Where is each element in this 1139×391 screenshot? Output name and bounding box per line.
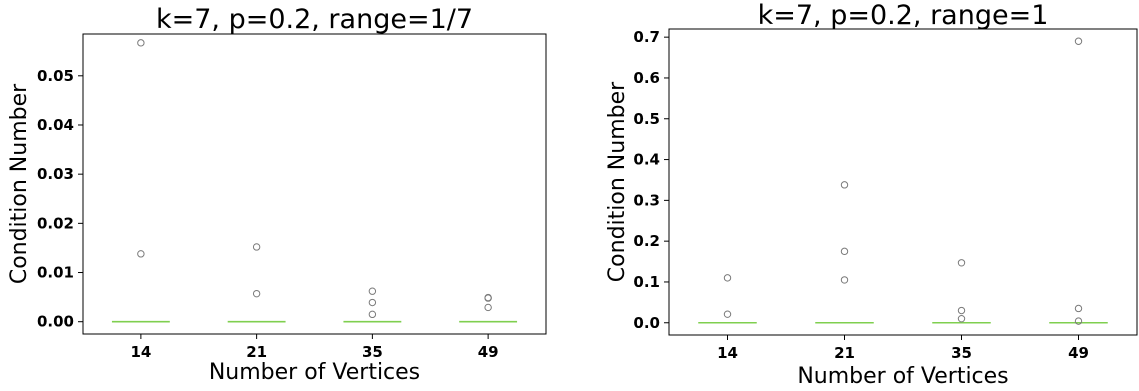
- chart-0-xlabel: Number of Vertices: [209, 360, 420, 385]
- chart-1-ytick-label: 0.6: [633, 69, 660, 87]
- chart-0-outlier-point: [484, 294, 492, 302]
- chart-1-xlabel: Number of Vertices: [797, 364, 1008, 389]
- chart-0-plot-frame: [82, 33, 547, 335]
- chart-1-outlier-point: [840, 276, 849, 284]
- chart-0-outlier-point: [368, 298, 377, 307]
- chart-1-outlier-point: [840, 247, 849, 256]
- chart-0-xtick-label: 49: [478, 343, 499, 361]
- chart-1-outlier-point: [957, 314, 966, 323]
- chart-0-outlier-point: [252, 289, 261, 298]
- chart-0-ytick-label: 0.02: [37, 214, 74, 232]
- chart-1-ytick-label: 0.7: [633, 28, 660, 46]
- chart-0-outlier-point: [368, 287, 377, 295]
- chart-1-xtick-label: 49: [1068, 344, 1089, 362]
- chart-range-1-7: k=7, p=0.2, range=1/7 0.00 0.01 0.02 0.03 0.0…: [7, 4, 547, 385]
- chart-1-outlier-point: [723, 274, 732, 282]
- chart-1-ytick-label: 0.1: [633, 273, 660, 291]
- chart-0-ylabel: Condition Number: [7, 83, 32, 284]
- chart-0-outlier-point: [368, 310, 377, 319]
- chart-1-ytick-label: 0.5: [633, 110, 660, 128]
- chart-0-title: k=7, p=0.2, range=1/7: [156, 4, 473, 35]
- chart-0-ytick-label: 0.03: [37, 165, 74, 183]
- chart-1-outlier-point: [840, 181, 849, 189]
- chart-1-ytick-label: 0.0: [633, 314, 660, 332]
- chart-0-outlier-point: [252, 243, 261, 251]
- chart-0-ytick-label: 0.00: [37, 313, 74, 331]
- chart-0-xtick-label: 35: [362, 343, 383, 361]
- chart-1-ytick-label: 0.2: [633, 232, 660, 250]
- chart-0-outlier-point: [137, 250, 145, 258]
- chart-range-1: k=7, p=0.2, range=1 0.0 0.1 0.2 0.3 0.4 0.5 0.6…: [605, 0, 1138, 389]
- chart-1-ytick-label: 0.3: [633, 191, 660, 209]
- chart-1-xtick-label: 14: [717, 344, 738, 362]
- chart-0-ytick-label: 0.04: [37, 116, 74, 134]
- chart-1-outlier-point: [723, 310, 732, 318]
- chart-1-xtick-label: 21: [834, 344, 855, 362]
- chart-1-outlier-point: [1074, 317, 1083, 325]
- chart-0-outlier-point: [484, 303, 492, 312]
- chart-0-xtick-label: 14: [130, 343, 151, 361]
- chart-1-ylabel: Condition Number: [605, 81, 630, 282]
- chart-1-ytick-label: 0.4: [633, 151, 660, 169]
- chart-0-ytick-label: 0.01: [37, 264, 74, 282]
- chart-1-title: k=7, p=0.2, range=1: [758, 0, 1049, 31]
- chart-1-xtick-label: 35: [951, 344, 972, 362]
- chart-0-xtick-label: 21: [246, 343, 267, 361]
- chart-1-plot-frame: [668, 28, 1138, 336]
- chart-1-outlier-point: [957, 259, 966, 267]
- chart-1-outlier-point: [1074, 37, 1083, 45]
- chart-1-outlier-point: [1074, 304, 1083, 313]
- chart-0-outlier-point: [137, 39, 145, 47]
- chart-0-ytick-label: 0.05: [37, 67, 74, 85]
- chart-1-outlier-point: [957, 306, 966, 315]
